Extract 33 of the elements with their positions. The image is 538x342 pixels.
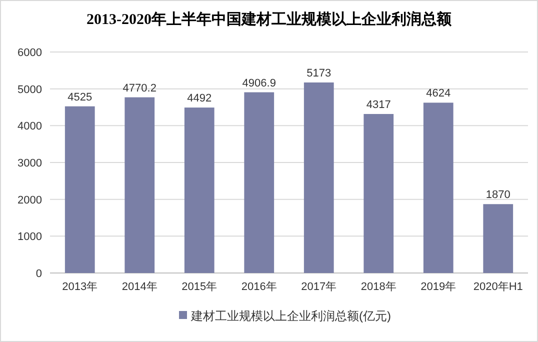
x-tick-label: 2018年 (360, 281, 396, 293)
x-tick-label: 2015年 (182, 281, 218, 293)
bar (364, 114, 394, 273)
y-tick-label: 5000 (18, 84, 42, 96)
bar (483, 204, 514, 273)
data-label: 5173 (306, 67, 332, 80)
y-tick-label: 1000 (18, 231, 42, 244)
data-label: 4525 (68, 91, 92, 104)
y-tick-label: 3000 (18, 158, 42, 170)
x-tick-label: 2016年 (241, 281, 277, 293)
x-tick-label: 2020年H1 (473, 281, 523, 293)
y-tick-label: 2000 (18, 194, 42, 206)
bar (184, 108, 214, 273)
data-label: 1870 (486, 189, 510, 202)
chart-title: 2013-2020年上半年中国建材工业规模以上企业利润总额 (86, 10, 452, 28)
data-label: 4906.9 (242, 77, 276, 90)
bar (244, 92, 274, 273)
data-label: 4770.2 (122, 82, 156, 94)
bar (304, 82, 334, 273)
data-label: 4492 (187, 92, 212, 105)
bar (423, 102, 454, 273)
data-label: 4624 (426, 88, 451, 100)
legend-label: 建材工业规模以上企业利润总额(亿元) (190, 309, 391, 323)
bar (124, 97, 155, 273)
x-tick-label: 2017年 (301, 281, 337, 293)
y-tick-label: 4000 (18, 120, 42, 133)
data-label: 4317 (366, 98, 391, 111)
y-tick-label: 6000 (18, 47, 42, 59)
y-tick-label: 0 (36, 268, 42, 280)
x-tick-label: 2019年 (420, 281, 456, 293)
x-tick-label: 2014年 (122, 281, 158, 293)
bar (64, 106, 95, 273)
x-tick-label: 2013年 (62, 281, 98, 293)
